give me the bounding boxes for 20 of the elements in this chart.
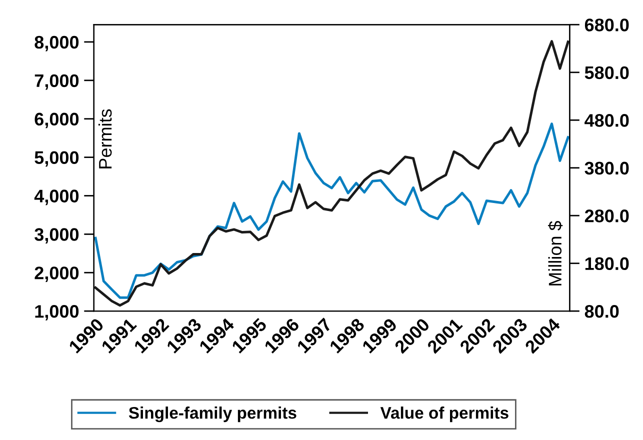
- y2-tick-label: 580.0: [584, 66, 629, 80]
- y-tick-label: 8,000: [34, 36, 79, 52]
- y2-tick-label: 680.0: [584, 18, 629, 32]
- y2-axis-title: Million $: [548, 220, 563, 286]
- y-tick-label: 7,000: [34, 74, 79, 90]
- y-tick-label: 2,000: [34, 266, 79, 282]
- y-tick-label: 5,000: [34, 151, 79, 167]
- y-axis-title: Permits: [98, 109, 112, 168]
- legend-label: Value of permits: [380, 406, 508, 422]
- y2-tick-label: 180.0: [585, 257, 629, 270]
- y-tick-label: 3,000: [34, 228, 79, 244]
- y-tick-label: 4,000: [34, 190, 79, 206]
- y2-tick-label: 380.0: [584, 162, 629, 175]
- line-series: [94, 40, 570, 307]
- y-tick-label: 1,000: [35, 305, 79, 320]
- y2-tick-label: 280.0: [584, 210, 629, 222]
- y2-tick-label: 480.0: [584, 114, 629, 127]
- y2-tick-label: 80.0: [584, 305, 619, 318]
- y-tick-label: 6,000: [34, 112, 79, 128]
- legend-label: Single-family permits: [128, 406, 296, 422]
